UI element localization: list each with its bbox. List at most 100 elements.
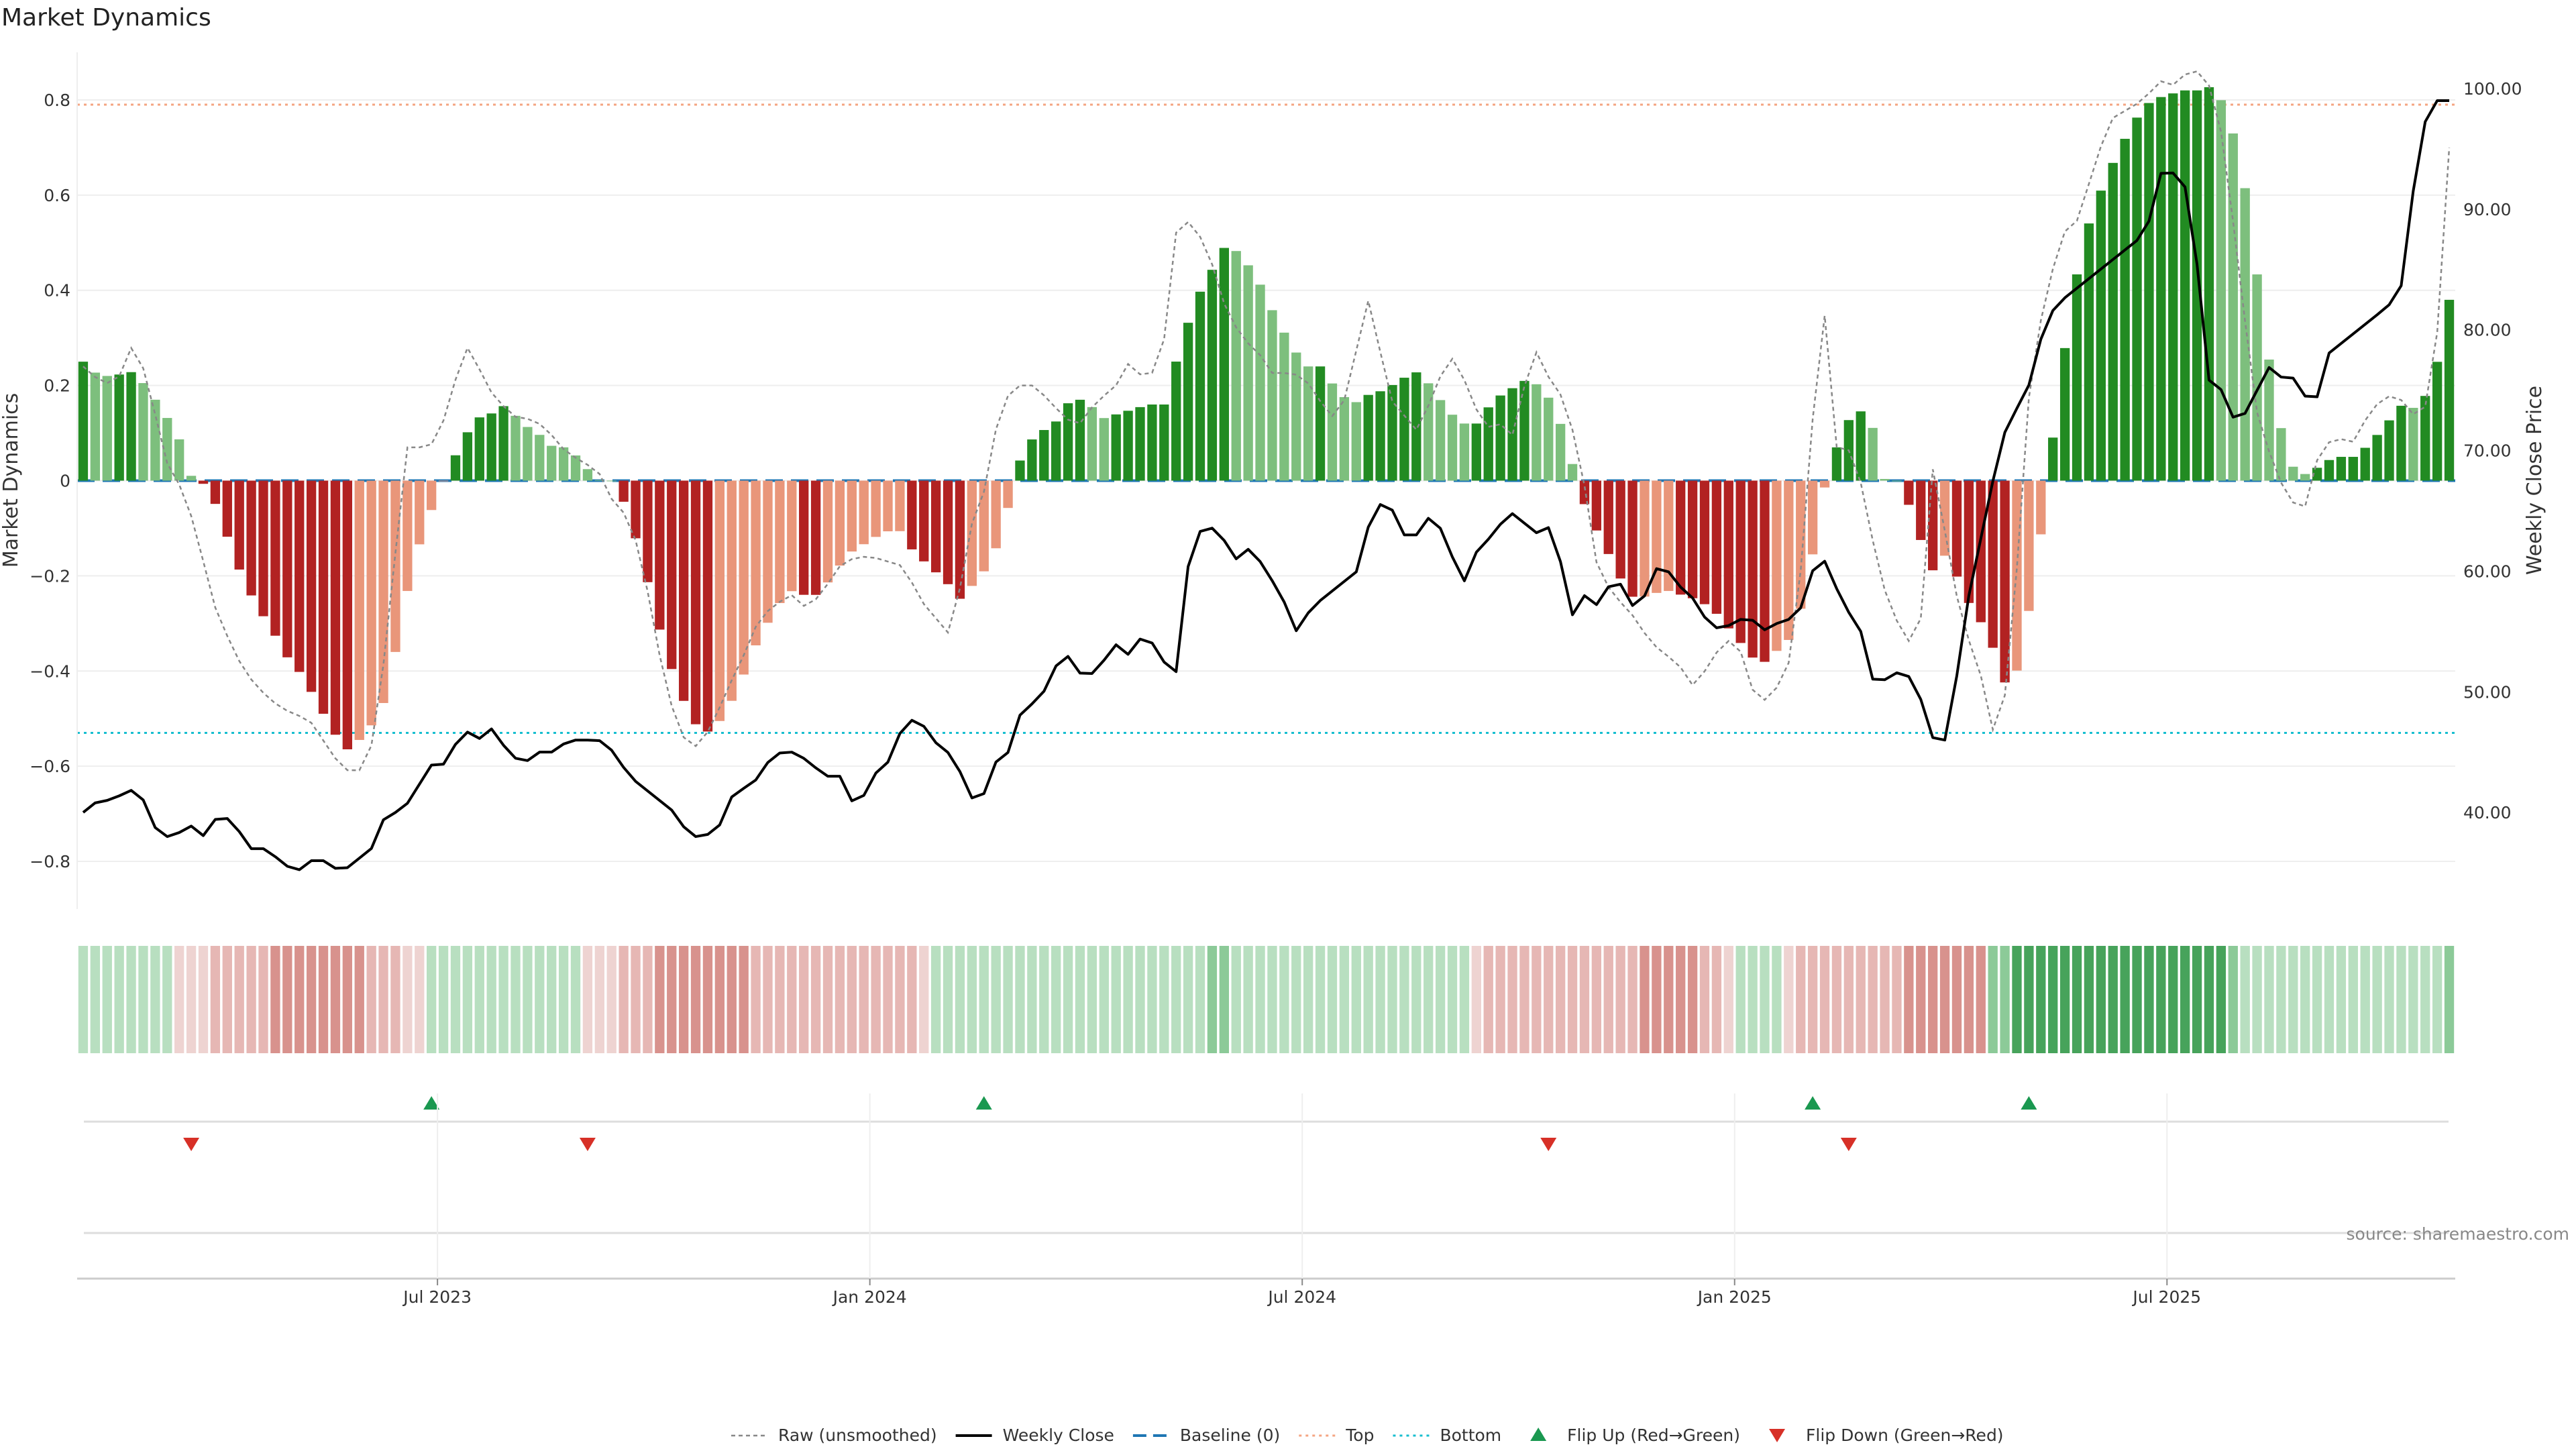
heatmap-cell [1555, 946, 1566, 1053]
dynamics-bar [1399, 378, 1409, 481]
heatmap-cell [594, 946, 604, 1053]
dynamics-bar [847, 480, 857, 552]
dynamics-bar [150, 399, 160, 481]
dynamics-bar [1099, 418, 1109, 481]
dynamics-bar [1387, 384, 1397, 481]
dynamics-bar [2216, 100, 2226, 481]
dynamics-bar [1195, 291, 1205, 481]
legend-label: Flip Up (Red→Green) [1567, 1426, 1740, 1445]
x-tick-label: Jul 2025 [2131, 1287, 2201, 1307]
heatmap-cell [1003, 946, 1013, 1053]
heatmap-cell [198, 946, 209, 1053]
heatmap-cell [1772, 946, 1782, 1053]
heatmap-cell [631, 946, 641, 1053]
right-tick-label: 40.00 [2463, 803, 2512, 822]
dynamics-bar [2036, 480, 2046, 535]
dynamics-bar [1303, 366, 1313, 481]
dynamics-bar [2228, 133, 2238, 481]
dynamics-bar [1579, 480, 1590, 504]
dynamics-bar [210, 480, 221, 504]
dynamics-bar [2120, 138, 2130, 481]
dynamics-bar [450, 455, 461, 481]
left-tick-label: 0.6 [44, 186, 70, 205]
dynamics-bar [2408, 407, 2418, 481]
heatmap-cell [1171, 946, 1181, 1053]
dynamics-bar [2444, 299, 2455, 481]
heatmap-cell [2036, 946, 2046, 1053]
heatmap-cell [2360, 946, 2370, 1053]
dynamics-bar [1255, 284, 1265, 481]
dynamics-bar [2059, 347, 2070, 481]
heatmap-cell [1243, 946, 1253, 1053]
dynamics-bar [1315, 366, 1326, 481]
dynamics-bar [90, 372, 101, 481]
heatmap-cell [751, 946, 761, 1053]
dynamics-bar [1351, 402, 1361, 481]
heatmap-cell [1711, 946, 1722, 1053]
dynamics-bar [859, 480, 869, 545]
dynamics-bar [907, 480, 917, 549]
heatmap-cell [1699, 946, 1710, 1053]
dynamics-bar [222, 480, 232, 537]
dynamics-bar [606, 480, 616, 482]
heatmap-cell [1039, 946, 1049, 1053]
dynamics-bar [967, 480, 977, 586]
dynamics-bar [2432, 362, 2443, 481]
heatmap-cell [366, 946, 376, 1053]
dynamics-bar [1279, 332, 1289, 481]
heatmap-cell [930, 946, 941, 1053]
dynamics-bar [1063, 403, 1073, 481]
dynamics-bar [2012, 480, 2022, 671]
heatmap-cell [2024, 946, 2034, 1053]
dynamics-bar [318, 480, 329, 714]
dynamics-bar [1003, 480, 1013, 508]
heatmap-cell [150, 946, 160, 1053]
dynamics-bar [822, 480, 833, 583]
dynamics-bar [943, 480, 953, 584]
heatmap-cell [655, 946, 665, 1053]
dynamics-bar [739, 480, 749, 675]
heatmap-cell [1399, 946, 1409, 1053]
flip-down-marker [579, 1138, 596, 1151]
heatmap-cell [390, 946, 400, 1053]
right-tick-label: 50.00 [2463, 682, 2512, 702]
dynamics-bar [810, 480, 821, 595]
heatmap-cell [1435, 946, 1446, 1053]
heatmap-cell [330, 946, 341, 1053]
heatmap-cell [2396, 946, 2406, 1053]
heatmap-cell [1424, 946, 1434, 1053]
heatmap-cell [2372, 946, 2382, 1053]
dynamics-bar [667, 480, 677, 669]
dynamics-bar [402, 480, 413, 591]
left-tick-label: −0.2 [30, 566, 70, 586]
heatmap-cell [1951, 946, 1962, 1053]
heatmap-cell [1519, 946, 1529, 1053]
heatmap-cell [883, 946, 893, 1053]
heatmap-cell [1904, 946, 1914, 1053]
raw-line [83, 70, 2451, 771]
dynamics-bar [2384, 420, 2394, 481]
dynamics-bar [1723, 480, 1733, 629]
heatmap-cell [2264, 946, 2274, 1053]
dynamics-bar [2144, 103, 2154, 481]
heatmap-cell [2204, 946, 2214, 1053]
dynamics-bar [1831, 447, 1842, 481]
dynamics-bar [1939, 480, 1950, 556]
dynamics-bar [1699, 480, 1710, 604]
heatmap-cell [919, 946, 929, 1053]
heatmap-cell [1892, 946, 1902, 1053]
heatmap-cell [1027, 946, 1037, 1053]
dynamics-bar [1951, 480, 1962, 577]
flip-up-marker [2021, 1096, 2037, 1110]
dynamics-bar [511, 415, 521, 481]
heatmap-cell [1063, 946, 1073, 1053]
legend-label: Raw (unsmoothed) [778, 1426, 937, 1445]
dynamics-bar [631, 480, 641, 539]
dynamics-bar [835, 480, 845, 566]
dynamics-bar [126, 372, 136, 481]
dynamics-bar [643, 480, 653, 582]
dynamics-bar [1784, 480, 1794, 640]
dynamics-bar [174, 439, 184, 481]
flip-down-marker [183, 1138, 200, 1151]
heatmap-cell [1411, 946, 1421, 1053]
